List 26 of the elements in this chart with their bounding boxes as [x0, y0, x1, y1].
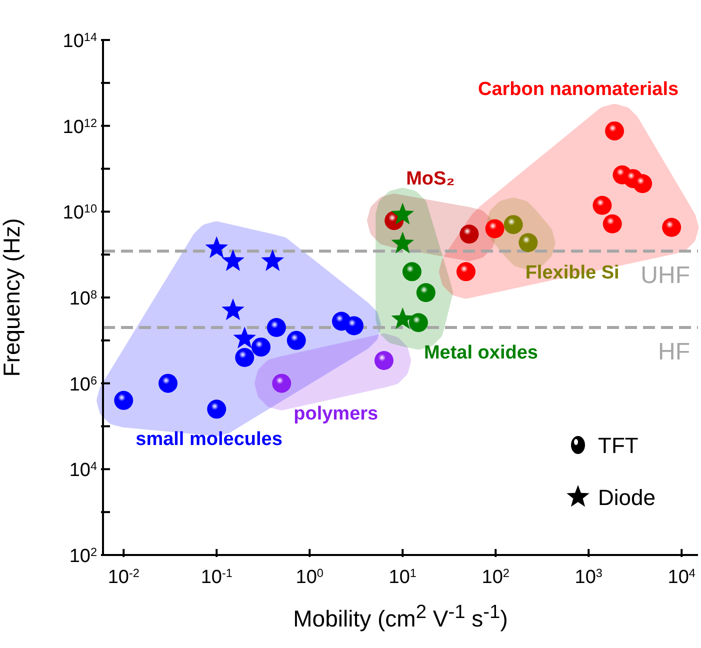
y-tick-label: 10$^{14}$	[62, 30, 98, 52]
y-tick-label: 10$^{8}$	[69, 288, 98, 310]
y-axis-title: Frequency (Hz)	[0, 216, 26, 378]
ref-line-label: HF	[658, 338, 690, 366]
series-label: Metal oxides	[424, 342, 538, 364]
x-tick-label: 10$^{2}$	[482, 566, 510, 588]
y-tick-label: 10$^{12}$	[62, 116, 97, 138]
y-tick-label: 10$^{2}$	[69, 546, 97, 567]
x-tick-label: 10$^{0}$	[296, 566, 324, 588]
y-tick-label: 10$^{4}$	[69, 460, 98, 482]
series-label: MoS₂	[406, 168, 455, 190]
x-tick-label: 10$^{3}$	[574, 566, 603, 588]
x-tick-label: 10$^{4}$	[668, 566, 696, 588]
x-axis-title: Mobility (cm$^{2}$ V$^{-1}$ s$^{-1}$)	[292, 602, 509, 633]
annotation: Diode	[598, 485, 656, 510]
x-tick-label: 10$^{1}$	[388, 566, 416, 588]
annotation: TFT	[598, 433, 638, 458]
series-label: polymers	[294, 403, 378, 424]
x-tick-label: 10$^{-2}$	[108, 566, 140, 588]
series-label: Flexible Si	[525, 262, 620, 284]
x-tick-label: 10$^{-1}$	[200, 566, 232, 588]
y-tick-label: 10$^{10}$	[62, 202, 98, 224]
y-tick-label: 10$^{6}$	[69, 374, 98, 396]
text: Carbon nanomaterials	[478, 78, 679, 100]
series-label: small molecules	[136, 429, 282, 450]
ref-line-label: UHF	[640, 262, 690, 290]
